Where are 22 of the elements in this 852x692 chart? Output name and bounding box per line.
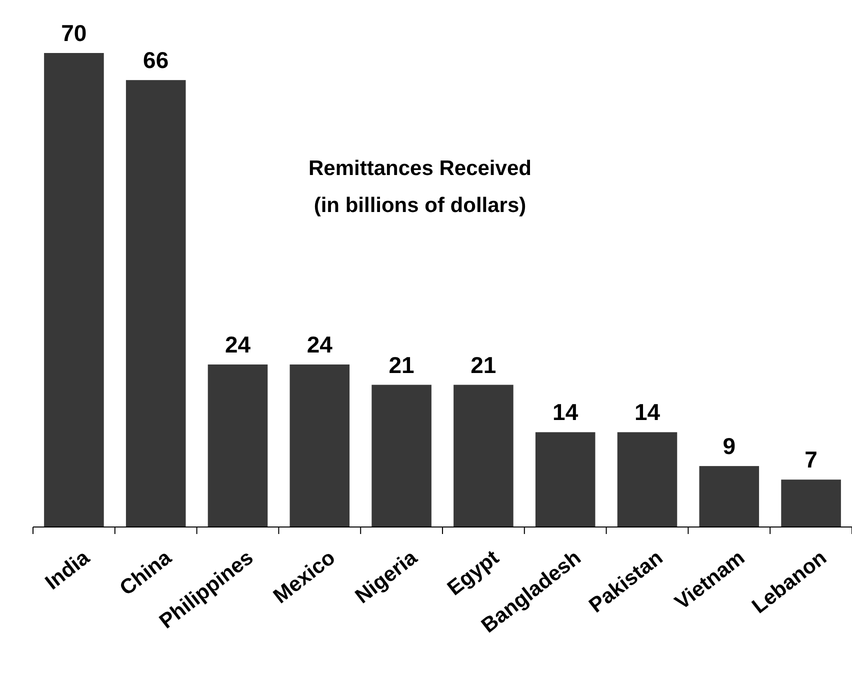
data-label: 24 [306, 331, 333, 358]
data-label: 21 [388, 352, 415, 378]
bar [454, 384, 514, 527]
data-label: 70 [61, 20, 87, 46]
bar [372, 384, 432, 527]
data-label: 14 [552, 399, 578, 426]
text: (in billions of dollars) [314, 194, 526, 217]
data-label: 66 [143, 47, 169, 74]
data-label: 14 [634, 399, 660, 426]
data-label: 21 [470, 352, 496, 378]
bar [126, 80, 186, 527]
bar [44, 53, 104, 527]
bar [699, 466, 760, 527]
data-label: 9 [722, 433, 736, 460]
bar [617, 432, 678, 527]
bar [535, 432, 596, 527]
bar [781, 480, 841, 527]
bar [290, 364, 350, 527]
data-label: 7 [804, 446, 818, 473]
data-label: 24 [224, 331, 251, 358]
text: Remittances Received [308, 157, 532, 180]
bar [208, 364, 268, 527]
